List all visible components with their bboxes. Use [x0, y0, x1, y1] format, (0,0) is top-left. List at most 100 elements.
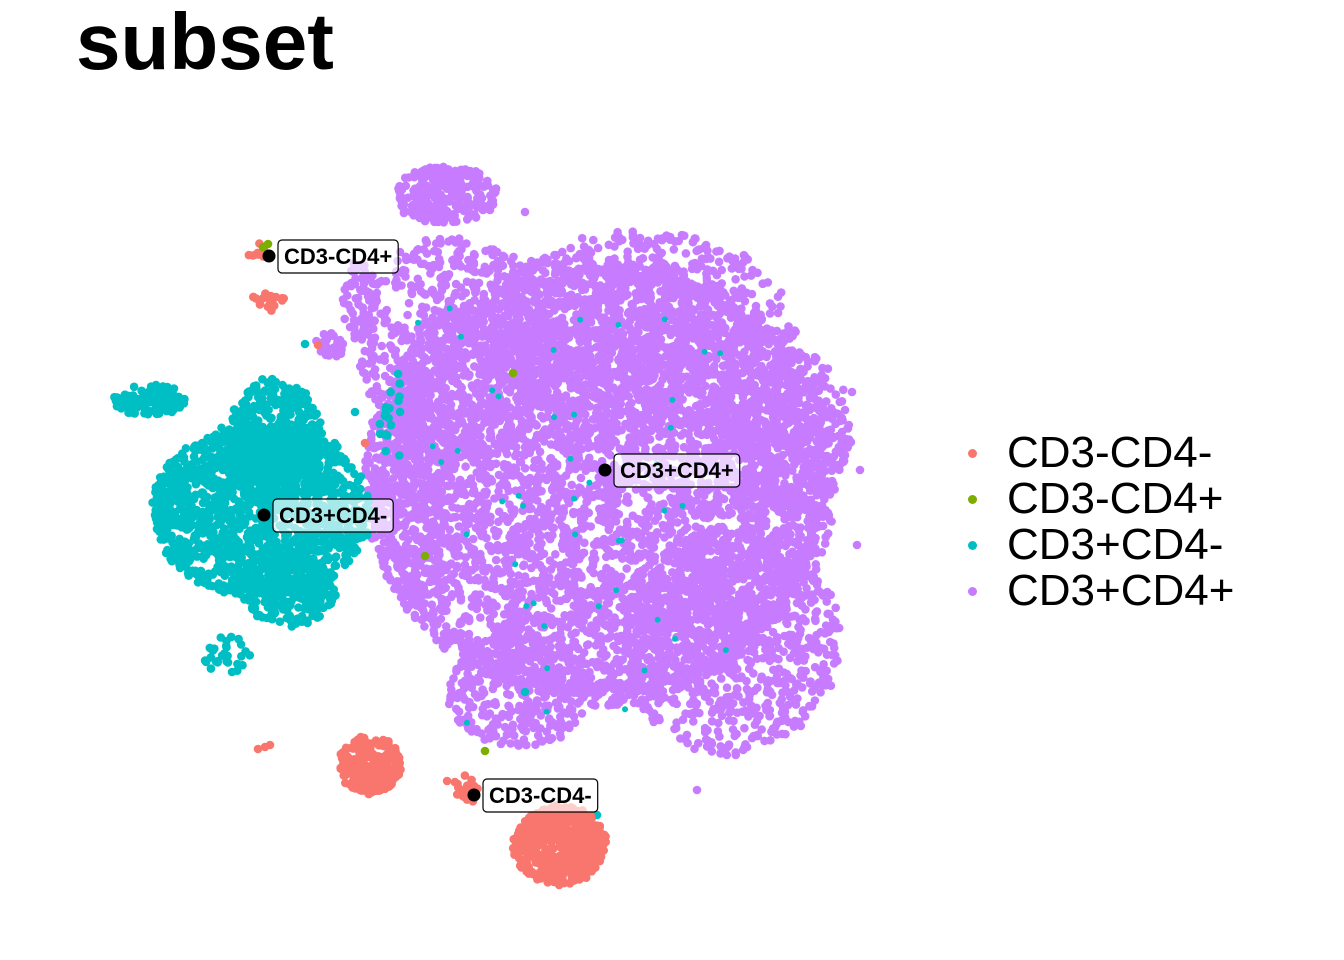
- scatter-point: [596, 649, 606, 659]
- scatter-point: [561, 471, 571, 480]
- scatter-point: [692, 496, 701, 505]
- scatter-point: [664, 441, 673, 451]
- scatter-point: [471, 558, 480, 567]
- scatter-point: [560, 580, 569, 590]
- scatter-point: [535, 560, 545, 570]
- scatter-point: [552, 421, 562, 431]
- scatter-point: [410, 610, 420, 620]
- scatter-point: [676, 528, 686, 538]
- scatter-point: [604, 699, 614, 709]
- scatter-point: [701, 381, 710, 391]
- scatter-point: [640, 521, 649, 530]
- scatter-point: [520, 464, 530, 473]
- scatter-point: [603, 518, 612, 528]
- scatter-point: [427, 600, 437, 609]
- scatter-point: [538, 414, 548, 423]
- scatter-point: [602, 599, 612, 608]
- scatter-point: [464, 615, 474, 624]
- scatter-point: [456, 628, 465, 638]
- scatter-point: [500, 556, 509, 566]
- scatter-point: [599, 507, 608, 516]
- scatter-point: [576, 551, 586, 560]
- scatter-point: [429, 626, 439, 635]
- scatter-point: [724, 510, 733, 520]
- scatter-point: [450, 550, 460, 560]
- scatter-point: [813, 522, 822, 532]
- scatter-point: [501, 479, 511, 489]
- scatter-point: [449, 512, 459, 522]
- scatter-point: [582, 640, 592, 650]
- scatter-point: [564, 421, 573, 430]
- scatter-point: [612, 499, 622, 508]
- scatter-point: [445, 542, 454, 551]
- scatter-point: [653, 529, 662, 539]
- scatter-point: [517, 474, 527, 484]
- scatter-point: [576, 524, 586, 533]
- scatter-point: [639, 488, 648, 498]
- scatter-point: [538, 464, 547, 474]
- scatter-point: [715, 509, 724, 518]
- scatter-point: [525, 473, 535, 483]
- scatter-point: [541, 595, 551, 605]
- scatter-point: [537, 502, 546, 512]
- scatter-point: [710, 498, 720, 508]
- scatter-point: [526, 415, 536, 425]
- scatter-point: [469, 306, 478, 315]
- scatter-point: [420, 622, 429, 631]
- scatter-point: [699, 513, 709, 522]
- scatter-point: [792, 523, 802, 532]
- scatter-point: [491, 459, 501, 469]
- scatter-point: [518, 587, 527, 596]
- scatter-point: [546, 565, 556, 574]
- scatter-point: [464, 629, 474, 639]
- scatter-point: [569, 507, 578, 517]
- scatter-point: [491, 555, 501, 565]
- scatter-point: [523, 610, 533, 620]
- scatter-point: [624, 498, 633, 507]
- scatter-point: [511, 451, 520, 461]
- scatter-point: [568, 462, 578, 471]
- scatter-point: [468, 534, 478, 544]
- scatter-point: [574, 454, 584, 463]
- scatter-point: [825, 516, 835, 525]
- scatter-point: [461, 553, 471, 562]
- scatter-point: [603, 449, 613, 458]
- scatter-point: [526, 503, 535, 513]
- scatter-point: [530, 456, 540, 465]
- scatter-point: [615, 691, 625, 700]
- scatter-point: [608, 669, 617, 678]
- scatter-point: [546, 454, 555, 463]
- scatter-point: [572, 611, 582, 621]
- scatter-point: [475, 527, 485, 537]
- scatter-point: [515, 579, 525, 589]
- scatter-point: [461, 462, 470, 471]
- scatter-point: [396, 592, 406, 602]
- scatter-point: [456, 596, 466, 605]
- scatter-point: [634, 549, 644, 558]
- scatter-point: [525, 538, 534, 548]
- scatter-point: [441, 576, 450, 585]
- scatter-point: [559, 504, 568, 513]
- scatter-point: [463, 479, 473, 489]
- scatter-point: [432, 635, 441, 645]
- scatter-point: [487, 544, 497, 553]
- scatter-point: [440, 637, 449, 647]
- scatter-point: [596, 636, 606, 645]
- scatter-point: [752, 511, 761, 520]
- scatter-point: [580, 538, 589, 548]
- scatter-point: [498, 513, 508, 523]
- scatter-point: [455, 475, 465, 485]
- scatter-point: [492, 601, 501, 611]
- scatter-point: [781, 528, 791, 537]
- scatter-point: [483, 499, 493, 508]
- scatter-point: [659, 499, 668, 509]
- scatter-point: [498, 568, 508, 577]
- scatter-point: [806, 551, 815, 561]
- scatter-point: [517, 533, 527, 542]
- scatter-point: [363, 450, 373, 460]
- scatter-point: [685, 436, 695, 446]
- scatter-point: [465, 565, 474, 575]
- scatter-point: [510, 600, 520, 610]
- scatter-point: [610, 514, 619, 524]
